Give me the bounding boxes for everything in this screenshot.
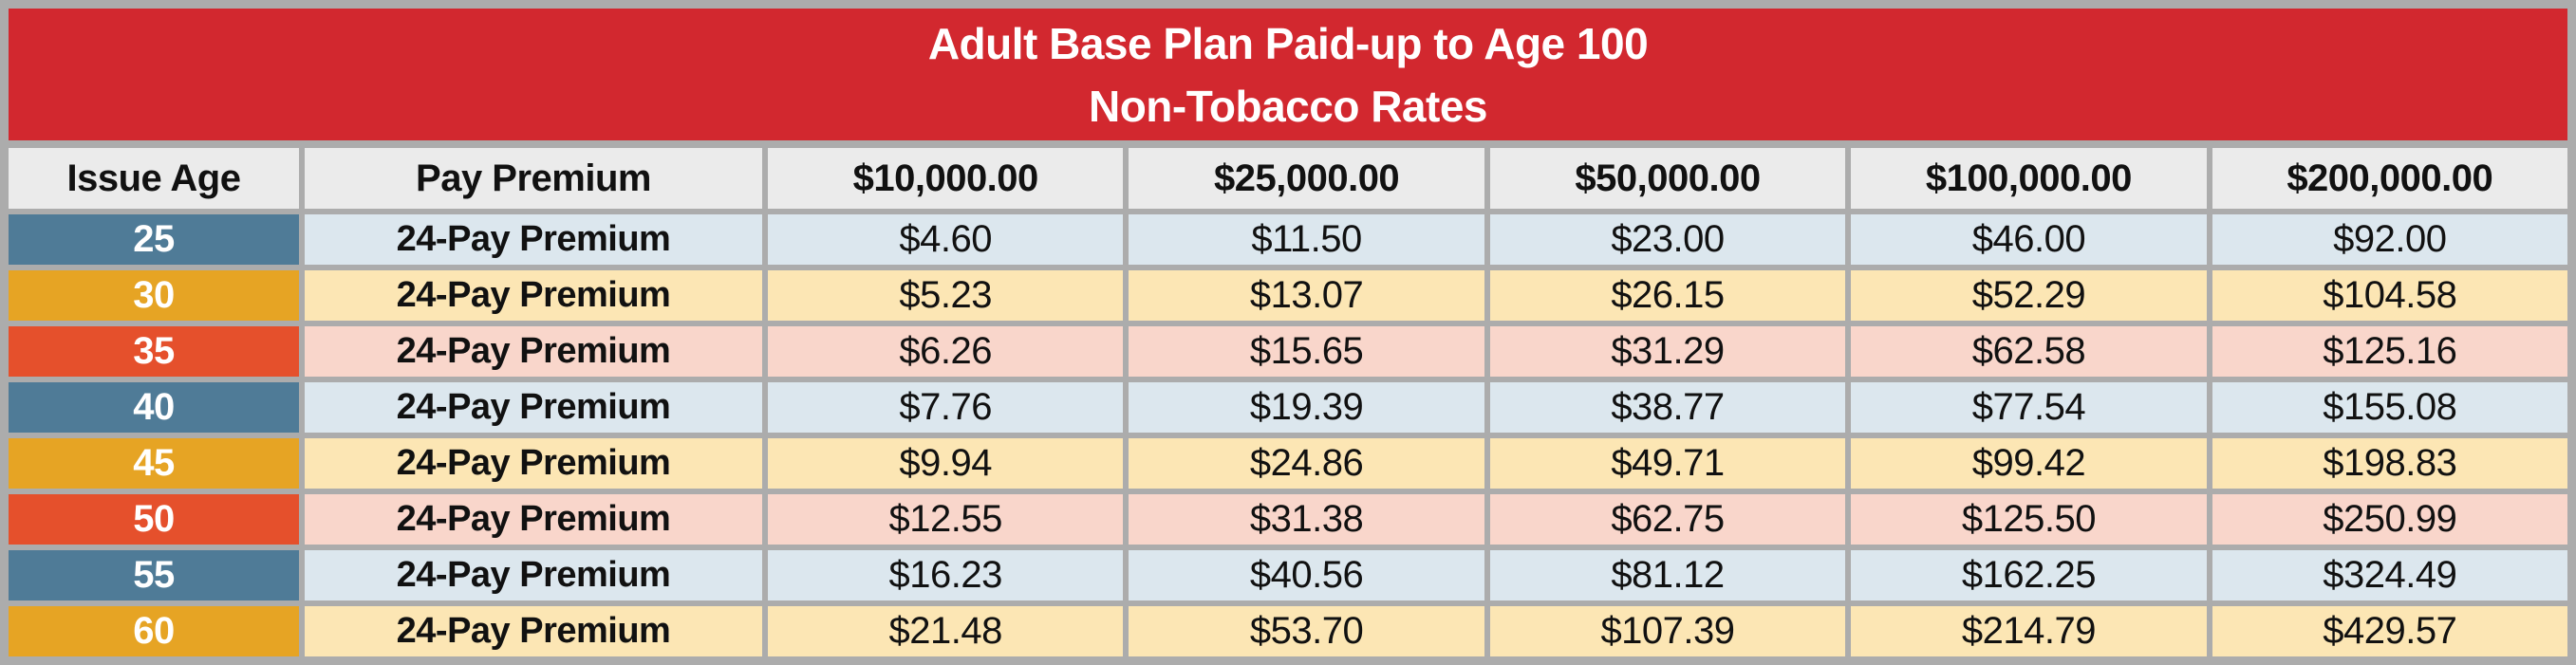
issue-age-cell: 35	[9, 326, 299, 377]
issue-age-cell: 60	[9, 606, 299, 656]
rate-value-cell: $7.76	[768, 382, 1124, 433]
premium-type-cell: 24-Pay Premium	[305, 326, 762, 377]
rate-value-cell: $31.38	[1129, 494, 1484, 545]
rate-value-cell: $16.23	[768, 550, 1124, 600]
column-header: $50,000.00	[1489, 148, 1846, 209]
issue-age-cell: 25	[9, 214, 299, 265]
column-header: $100,000.00	[1851, 148, 2207, 209]
rate-value-cell: $38.77	[1489, 382, 1846, 433]
column-header: Pay Premium	[305, 148, 762, 209]
rate-value-cell: $62.58	[1851, 326, 2207, 377]
rate-value-cell: $5.23	[768, 270, 1124, 321]
column-header: $25,000.00	[1129, 148, 1484, 209]
table-title-band: Adult Base Plan Paid-up to Age 100 Non-T…	[9, 9, 2567, 140]
title-line-2: Non-Tobacco Rates	[1088, 81, 1488, 131]
column-header: Issue Age	[9, 148, 299, 209]
rate-value-cell: $214.79	[1851, 606, 2207, 656]
rate-value-cell: $92.00	[2212, 214, 2567, 265]
rate-value-cell: $13.07	[1129, 270, 1484, 321]
issue-age-cell: 50	[9, 494, 299, 545]
rate-value-cell: $198.83	[2212, 438, 2567, 489]
column-header: $10,000.00	[768, 148, 1124, 209]
issue-age-cell: 30	[9, 270, 299, 321]
rate-value-cell: $99.42	[1851, 438, 2207, 489]
issue-age-cell: 40	[9, 382, 299, 433]
rate-value-cell: $107.39	[1489, 606, 1846, 656]
rate-value-cell: $125.16	[2212, 326, 2567, 377]
rate-value-cell: $81.12	[1489, 550, 1846, 600]
rate-value-cell: $23.00	[1489, 214, 1846, 265]
rate-value-cell: $324.49	[2212, 550, 2567, 600]
rate-value-cell: $52.29	[1851, 270, 2207, 321]
premium-type-cell: 24-Pay Premium	[305, 494, 762, 545]
rate-value-cell: $40.56	[1129, 550, 1484, 600]
rate-value-cell: $62.75	[1489, 494, 1846, 545]
premium-type-cell: 24-Pay Premium	[305, 214, 762, 265]
column-header: $200,000.00	[2212, 148, 2567, 209]
premium-type-cell: 24-Pay Premium	[305, 270, 762, 321]
rate-value-cell: $9.94	[768, 438, 1124, 489]
rate-value-cell: $21.48	[768, 606, 1124, 656]
premium-type-cell: 24-Pay Premium	[305, 438, 762, 489]
rate-value-cell: $162.25	[1851, 550, 2207, 600]
rate-value-cell: $49.71	[1489, 438, 1846, 489]
rate-value-cell: $155.08	[2212, 382, 2567, 433]
rate-value-cell: $26.15	[1489, 270, 1846, 321]
rate-value-cell: $19.39	[1129, 382, 1484, 433]
rate-value-cell: $429.57	[2212, 606, 2567, 656]
rate-value-cell: $53.70	[1129, 606, 1484, 656]
rate-value-cell: $31.29	[1489, 326, 1846, 377]
premium-type-cell: 24-Pay Premium	[305, 606, 762, 656]
rate-value-cell: $125.50	[1851, 494, 2207, 545]
rate-value-cell: $12.55	[768, 494, 1124, 545]
rate-value-cell: $77.54	[1851, 382, 2207, 433]
rate-value-cell: $6.26	[768, 326, 1124, 377]
rate-value-cell: $250.99	[2212, 494, 2567, 545]
premium-type-cell: 24-Pay Premium	[305, 550, 762, 600]
issue-age-cell: 45	[9, 438, 299, 489]
rate-value-cell: $15.65	[1129, 326, 1484, 377]
premium-type-cell: 24-Pay Premium	[305, 382, 762, 433]
rates-table: Issue Age Pay Premium $10,000.00 $25,000.00…	[9, 148, 2567, 656]
rate-value-cell: $11.50	[1129, 214, 1484, 265]
rate-value-cell: $46.00	[1851, 214, 2207, 265]
issue-age-cell: 55	[9, 550, 299, 600]
title-line-1: Adult Base Plan Paid-up to Age 100	[927, 18, 1649, 68]
rate-value-cell: $104.58	[2212, 270, 2567, 321]
rate-value-cell: $4.60	[768, 214, 1124, 265]
rate-value-cell: $24.86	[1129, 438, 1484, 489]
